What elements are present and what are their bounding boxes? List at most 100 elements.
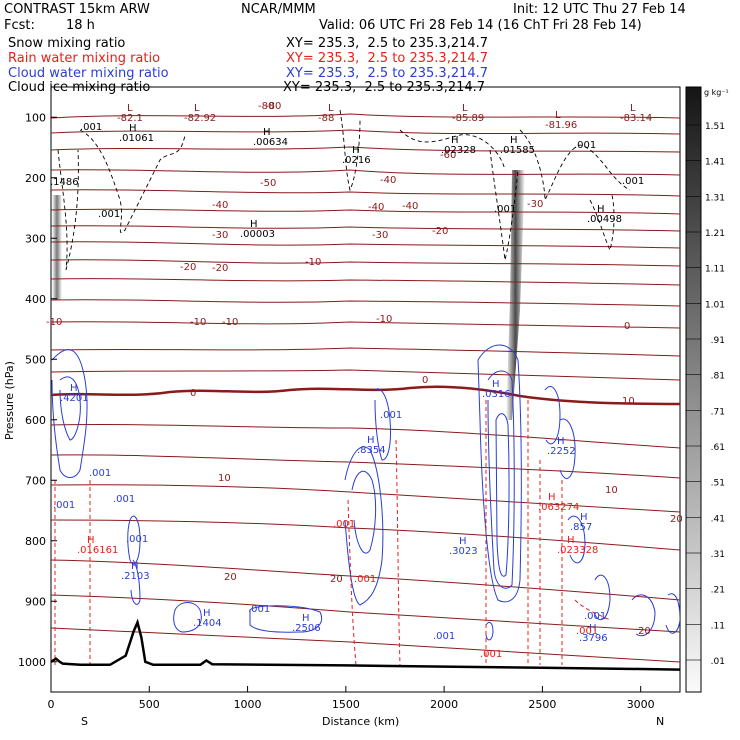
extremum-value: .00634	[253, 137, 288, 148]
extremum-marker: L	[328, 103, 334, 114]
extremum-value: .001	[126, 534, 148, 545]
extremum-value: .001	[584, 611, 606, 622]
temperature-label: 20	[638, 626, 651, 637]
extremum-marker: H	[580, 512, 588, 523]
x-tick-label: 500	[139, 698, 160, 711]
temperature-label: -10	[305, 257, 321, 268]
x-tick-label: 2500	[528, 698, 556, 711]
extremum-value: .1404	[193, 618, 222, 629]
extremum-value: .1486	[50, 177, 79, 188]
isotherm-plus15	[51, 519, 680, 551]
extremum-value: .001	[248, 604, 270, 615]
temperature-label: 0	[190, 388, 196, 399]
y-tick-label: 800	[25, 535, 46, 548]
extremum-value: .2103	[121, 571, 150, 582]
extremum-value: .00003	[240, 229, 275, 240]
x-axis-left-end-label: S	[81, 715, 88, 728]
extremum-value: .001	[333, 519, 355, 530]
extremum-marker: L	[462, 103, 468, 114]
colorbar-tick-label: 1.41	[705, 158, 725, 168]
cloud-ice-contour-g	[589, 194, 615, 252]
extremum-value: .001	[380, 410, 402, 421]
extremum-marker: H	[203, 608, 211, 619]
isotherm-minus20	[51, 278, 680, 286]
isotherm-minus30	[51, 241, 680, 249]
extremum-marker: H	[70, 383, 78, 394]
extremum-value: .4201	[60, 393, 89, 404]
extremum-marker: H	[263, 127, 271, 138]
isotherm-0	[51, 385, 680, 406]
y-tick-label: 400	[25, 293, 46, 306]
temperature-label: -60	[440, 150, 456, 161]
temperature-label: -30	[212, 230, 228, 241]
extremum-value: .8354	[357, 445, 386, 456]
extremum-marker: L	[127, 103, 133, 114]
temperature-label: -40	[212, 200, 228, 211]
extremum-value: .001	[80, 122, 102, 133]
extremum-value: .3023	[449, 546, 478, 557]
extremum-marker: H	[131, 561, 139, 572]
init-label: Init: 12 UTC Thu 27 Feb 14	[513, 2, 686, 17]
colorbar-tick-label: 1.21	[705, 229, 725, 239]
colorbar-tick-label: .41	[711, 514, 725, 524]
cloud-water-contour-c1	[127, 515, 141, 565]
legend-rain-xy: XY= 235.3, 2.5 to 235.3,214.7	[286, 51, 489, 66]
extremum-marker: H	[352, 145, 360, 156]
model-title: CONTRAST 15km ARW	[4, 2, 150, 17]
cloud-ice-contour-e	[489, 149, 519, 261]
extremum-value: .001	[480, 649, 502, 660]
rain-contour-9	[574, 599, 611, 621]
temperature-label: -20	[212, 263, 228, 274]
extremum-value: -82.1	[117, 113, 143, 124]
temperature-label: -50	[260, 178, 276, 189]
temperature-label: -30	[527, 199, 543, 210]
extremum-marker: H	[567, 535, 575, 546]
snow-shading-left	[52, 195, 62, 300]
isotherm-minus70	[51, 129, 680, 135]
extremum-value: .2252	[547, 446, 576, 457]
y-tick-label: 200	[25, 172, 46, 185]
colorbar-tick-label: .61	[711, 443, 725, 453]
colorbar-ticks: 1.51 1.41 1.31 1.21 1.11 1.01 .91 .81 .71 .61 .51.…	[686, 122, 725, 667]
extremum-value: .001	[576, 626, 598, 637]
snow-shading-band	[506, 170, 525, 420]
temperature-label: -30	[372, 230, 388, 241]
y-axis-label: Pressure (hPa)	[3, 361, 16, 440]
extremum-marker: L	[630, 103, 636, 114]
extremum-value: .001	[494, 204, 516, 215]
fcst-value: 18 h	[66, 18, 95, 33]
cloud-water-contour-tall2	[487, 370, 515, 589]
legend-cloudwater-xy: XY= 235.3, 2.5 to 235.3,214.7	[286, 66, 489, 81]
isotherm-minus35	[51, 225, 680, 232]
colorbar-tick-label: .51	[711, 479, 725, 489]
y-tick-label: 1000	[18, 656, 46, 669]
extremum-marker: H	[302, 613, 310, 624]
cloud-ice-contour-d	[399, 129, 506, 171]
extremum-value: .3796	[579, 633, 608, 644]
extremum-value: .001	[574, 140, 596, 151]
isotherm-minus5	[51, 347, 680, 357]
cloud-water-contour-blob2	[249, 605, 323, 633]
extremum-marker: H	[250, 219, 258, 230]
cloud-water-contour-tall3	[495, 413, 510, 577]
legend-cloudwater-name: Cloud water mixing ratio	[8, 66, 169, 81]
legend-rain-name: Rain water mixing ratio	[8, 51, 161, 66]
plot-frame	[50, 86, 681, 693]
cloud-water-contour-small	[485, 621, 494, 641]
extremum-value: .001	[98, 209, 120, 220]
extremum-marker: L	[194, 103, 200, 114]
extremum-value: .001	[622, 176, 644, 187]
extremum-value: .857	[570, 522, 592, 533]
cloud-ice-contour-a	[57, 149, 79, 271]
colorbar-tick-label: .81	[711, 372, 725, 382]
extremum-marker: H	[492, 379, 500, 390]
valid-label: Valid: 06 UTC Fri 28 Feb 14 (16 ChT Fri …	[319, 18, 642, 33]
extremum-value: -88	[318, 113, 334, 124]
temperature-label: 20	[330, 574, 343, 585]
isotherm-minus80	[51, 113, 680, 119]
temperature-label: -10	[46, 317, 62, 328]
isotherm-plus5	[51, 424, 680, 449]
extremum-marker: H	[589, 623, 597, 634]
colorbar-tick-label: .91	[711, 336, 725, 346]
